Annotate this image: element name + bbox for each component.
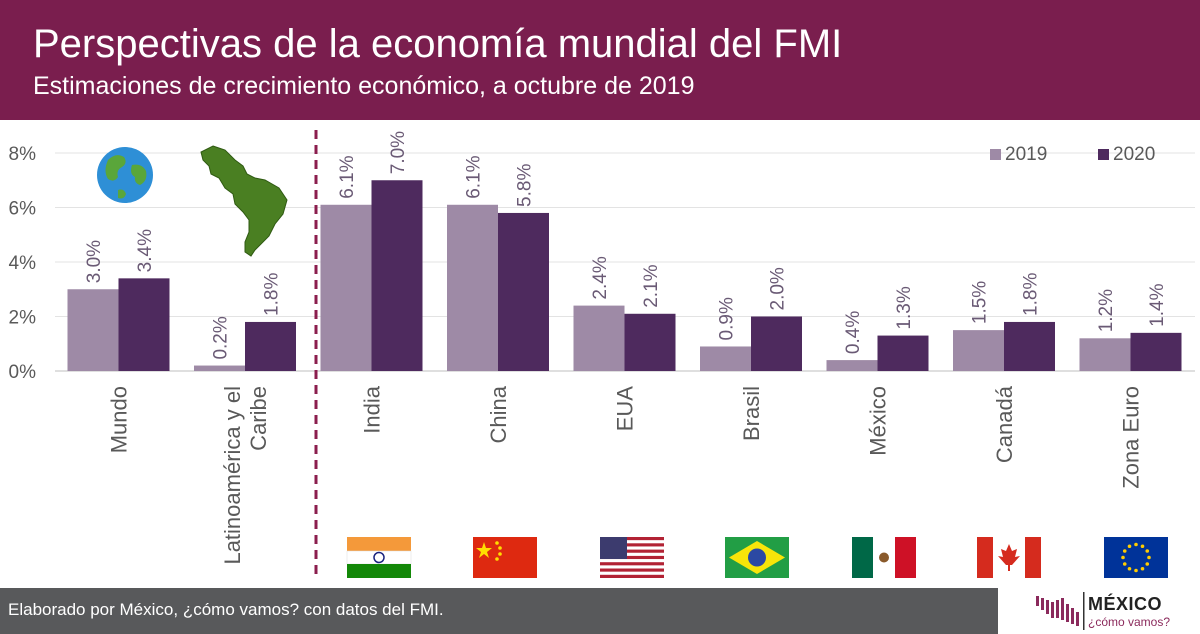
eu-star [1121, 555, 1125, 560]
data-label: 1.4% [1147, 283, 1168, 326]
data-label: 2.4% [590, 256, 611, 299]
y-tick-label: 2% [9, 308, 37, 329]
flag-canada-icon [977, 537, 1041, 578]
eu-star [1127, 544, 1132, 549]
bar-2019 [953, 330, 1004, 371]
x-tick-label: Zona Euro [1119, 386, 1144, 489]
latin-america-map-icon [200, 145, 288, 257]
chart-legend: 2019 2020 [990, 144, 1155, 165]
data-labels: 3.0% 3.4% 0.2% 1.8% 6.1% 7.0% 6.1% 5.8% 2.4% 2.1%… [84, 131, 1168, 360]
bar-2019 [447, 204, 498, 371]
x-axis-labels: Mundo Latinoamérica y elCaribe India China E… [107, 385, 1144, 564]
page-subtitle: Estimaciones de crecimiento económico, a… [33, 72, 695, 100]
data-label: 3.4% [135, 229, 156, 272]
eu-star [1140, 566, 1145, 571]
eu-star [1147, 555, 1151, 560]
flag-usa-icon [600, 537, 664, 578]
data-label: 6.1% [337, 155, 358, 198]
data-label: 1.8% [262, 273, 283, 316]
eu-star [1122, 549, 1127, 553]
legend-label: 2020 [1113, 144, 1155, 165]
bar-2019 [67, 289, 119, 371]
eu-star [1145, 562, 1150, 566]
data-label: 3.0% [84, 240, 105, 283]
eu-star [1127, 566, 1132, 571]
data-label: 0.9% [717, 297, 738, 340]
page-title: Perspectivas de la economía mundial del … [33, 22, 843, 66]
flag-india-icon [346, 537, 412, 578]
x-tick-label: Mundo [107, 386, 132, 453]
globe-icon [97, 147, 153, 203]
legend-label: 2019 [1005, 144, 1047, 165]
y-tick-label: 0% [9, 362, 37, 383]
bar-2020 [751, 316, 802, 371]
logo-name: MÉXICO [1088, 594, 1163, 614]
bar-2020 [1130, 332, 1182, 371]
eu-star [1134, 542, 1138, 547]
flag-mexico-icon [852, 537, 916, 578]
legend-swatch-2019 [990, 149, 1001, 160]
mexico-como-vamos-logo: MÉXICO ¿cómo vamos? [1030, 588, 1200, 634]
bar-2019 [1079, 338, 1131, 371]
bar-2019 [320, 204, 372, 371]
source-note: Elaborado por México, ¿cómo vamos? con d… [8, 600, 444, 619]
data-label: 0.2% [211, 316, 232, 359]
chart-bars [67, 180, 1182, 371]
bar-2019 [826, 360, 878, 371]
x-tick-label: China [486, 385, 511, 443]
eu-star [1134, 568, 1138, 573]
eu-star [1140, 544, 1145, 549]
x-tick-label: India [360, 385, 385, 433]
y-tick-label: 4% [9, 253, 37, 274]
x-tick-label: Brasil [739, 386, 764, 441]
flag-china-icon [473, 537, 537, 578]
y-axis-ticks: 0% 2% 4% 6% 8% [9, 144, 37, 383]
data-label: 2.1% [641, 264, 662, 307]
x-tick-label: Latinoamérica y elCaribe [220, 386, 271, 565]
x-tick-label: Canadá [992, 385, 1017, 463]
header-banner: Perspectivas de la economía mundial del … [0, 0, 1200, 120]
data-label: 2.0% [768, 267, 789, 310]
data-label: 1.5% [970, 281, 991, 324]
data-label: 0.4% [843, 311, 864, 354]
bar-2020 [371, 180, 423, 371]
bar-2019 [573, 305, 625, 371]
footer-bar: Elaborado por México, ¿cómo vamos? con d… [0, 588, 998, 634]
bar-2020 [118, 278, 170, 371]
y-tick-label: 8% [9, 144, 37, 165]
bar-chart: 0% 2% 4% 6% 8% 3.0% 3.4% 0.2% 1.8% 6.1% 7.0% 6.1% 5… [9, 130, 1195, 580]
logo-tagline: ¿cómo vamos? [1088, 615, 1171, 629]
bar-2020 [877, 335, 929, 371]
bar-2019 [700, 346, 751, 371]
data-label: 1.3% [894, 286, 915, 329]
bar-2019 [194, 365, 245, 371]
data-label: 1.2% [1096, 289, 1117, 332]
eu-star [1122, 562, 1127, 566]
x-tick-label: México [866, 386, 891, 456]
data-label: 5.8% [515, 164, 536, 207]
eu-star [1145, 549, 1150, 553]
data-label: 6.1% [464, 155, 485, 198]
legend-swatch-2020 [1098, 149, 1109, 160]
y-tick-label: 6% [9, 199, 37, 220]
eu-stars [1121, 542, 1151, 573]
data-label: 1.8% [1021, 273, 1042, 316]
data-label: 7.0% [388, 131, 409, 174]
bar-2020 [624, 313, 676, 371]
flag-eu-icon [1104, 537, 1168, 578]
logo-mark-icon [1036, 592, 1085, 630]
bar-2020 [1004, 321, 1055, 371]
bar-2020 [245, 321, 296, 371]
bar-2020 [498, 212, 549, 371]
flag-brazil-icon [725, 537, 789, 578]
x-tick-label: EUA [613, 386, 638, 432]
